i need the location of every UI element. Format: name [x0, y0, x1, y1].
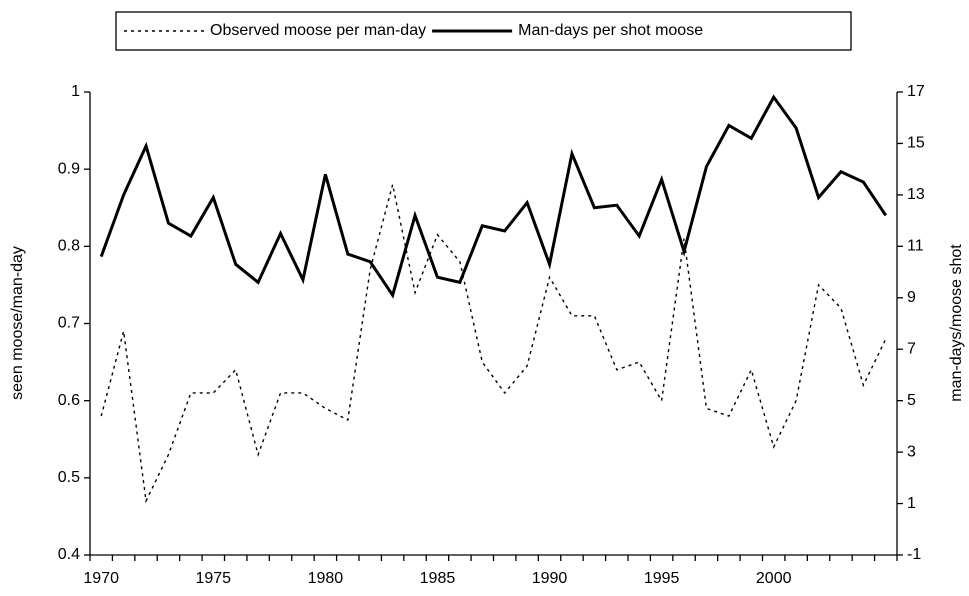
- y2-tick-label: 9: [907, 289, 916, 306]
- y2-tick-label: -1: [907, 546, 921, 563]
- legend-label: Observed moose per man-day: [210, 22, 426, 39]
- y2-axis-label: man-days/moose shot: [948, 244, 965, 402]
- y2-tick-label: 13: [907, 186, 925, 203]
- series-line: [100, 184, 887, 504]
- x-tick-label: 1995: [644, 570, 680, 587]
- y-tick-label: 0.8: [58, 238, 80, 255]
- y-tick-label: 1: [71, 83, 80, 100]
- y2-tick-label: 7: [907, 340, 916, 357]
- y2-tick-label: 3: [907, 443, 916, 460]
- y-axis-label: seen moose/man-day: [9, 246, 26, 400]
- y2-tick-label: 15: [907, 135, 925, 152]
- y-tick-label: 0.5: [58, 469, 80, 486]
- x-tick-label: 2000: [756, 570, 792, 587]
- y-tick-label: 0.7: [58, 315, 80, 332]
- y2-tick-label: 1: [907, 495, 916, 512]
- y2-tick-label: 11: [907, 238, 924, 255]
- y2-tick-label: 17: [907, 83, 925, 100]
- y-tick-label: 0.6: [58, 392, 80, 409]
- y-tick-label: 0.4: [58, 546, 80, 563]
- x-tick-label: 1985: [420, 570, 456, 587]
- x-tick-label: 1975: [195, 570, 231, 587]
- legend-label: Man-days per shot moose: [518, 22, 703, 39]
- y2-tick-label: 5: [907, 392, 916, 409]
- x-tick-label: 1980: [308, 570, 344, 587]
- x-tick-label: 1970: [83, 570, 119, 587]
- x-tick-label: 1990: [532, 570, 568, 587]
- y-tick-label: 0.9: [58, 160, 80, 177]
- series-line: [99, 94, 888, 299]
